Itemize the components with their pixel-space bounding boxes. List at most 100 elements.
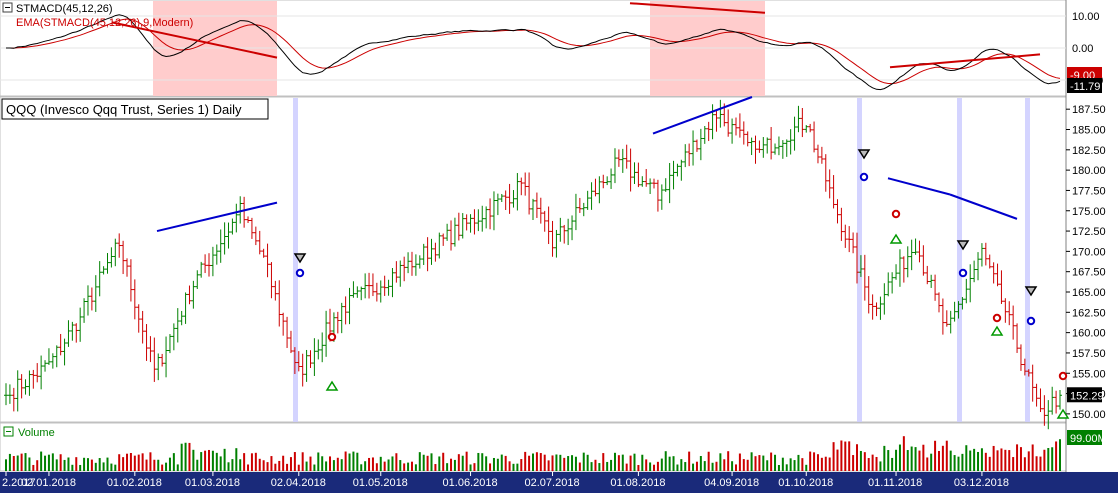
ohlc-bar	[636, 162, 641, 188]
volume-bar	[36, 460, 39, 471]
volume-bar	[832, 442, 835, 471]
volume-bar	[1004, 449, 1007, 471]
ohlc-bar	[983, 242, 988, 266]
ohlc-bar	[944, 310, 949, 327]
stop-circle-icon	[327, 332, 337, 342]
ohlc-bar	[851, 232, 856, 254]
ohlc-bar	[35, 363, 40, 383]
volume-bar	[368, 457, 371, 471]
ohlc-bar	[987, 254, 992, 269]
date-label: 01.02.2018	[107, 477, 162, 489]
volume-bar	[711, 462, 714, 471]
volume-bar	[926, 457, 929, 471]
exit-circle-icon	[1026, 316, 1036, 326]
volume-bar	[453, 459, 456, 471]
volume-bar	[79, 464, 82, 471]
ohlc-bar	[815, 144, 820, 164]
volume-bar	[571, 455, 574, 471]
ohlc-bar	[995, 263, 1000, 287]
ohlc-bar	[706, 121, 711, 142]
ohlc-bar	[1058, 390, 1062, 410]
ohlc-bar	[464, 214, 469, 231]
volume-bar	[55, 459, 58, 471]
buy-signal-icon	[325, 380, 339, 391]
volume-bar	[754, 456, 757, 471]
trendline-2	[887, 177, 951, 196]
volume-bar	[680, 459, 683, 471]
volume-bar	[297, 464, 300, 471]
volume-bar	[871, 454, 874, 471]
ohlc-bar	[741, 121, 746, 145]
date-label: 01.03.2018	[185, 477, 240, 489]
ohlc-bar	[632, 162, 637, 185]
ohlc-bar	[19, 374, 24, 399]
volume-bar	[90, 459, 93, 471]
ohlc-bar	[581, 202, 586, 217]
volume-bar	[992, 445, 995, 471]
ohlc-bar	[125, 258, 130, 277]
ohlc-bar	[573, 193, 578, 231]
volume-bar	[477, 452, 480, 471]
ohlc-bar	[979, 243, 984, 267]
exit-circle-icon	[859, 172, 869, 182]
volume-bar	[305, 461, 308, 471]
ohlc-bar	[148, 336, 153, 363]
volume-bar	[555, 454, 558, 471]
volume-bar	[157, 459, 160, 471]
volume-bar	[1012, 457, 1015, 471]
volume-bar	[153, 459, 156, 471]
ohlc-bar	[890, 272, 895, 294]
volume-bar	[633, 453, 636, 471]
volume-bar	[387, 459, 390, 471]
volume-bar	[395, 453, 398, 471]
ohlc-bar	[324, 310, 329, 357]
volume-bar	[114, 464, 117, 471]
ohlc-bar	[398, 260, 403, 287]
volume-bar	[602, 453, 605, 471]
volume-bar	[1008, 450, 1011, 471]
ohlc-bar	[1026, 369, 1031, 377]
price-tick-label: 185.00	[1072, 125, 1106, 137]
volume-bar	[438, 456, 441, 471]
volume-bar	[977, 451, 980, 471]
volume-bar	[535, 452, 538, 471]
volume-bar	[301, 452, 304, 471]
stop-circle-icon	[891, 209, 901, 219]
ohlc-bar	[683, 144, 688, 168]
price-tick-label: 180.00	[1072, 165, 1106, 177]
volume-bar	[204, 450, 207, 471]
buy-signal-icon	[990, 325, 1004, 336]
ohlc-bar	[222, 222, 227, 255]
ohlc-bar	[999, 270, 1004, 304]
volume-bar	[1027, 451, 1030, 471]
volume-bar	[129, 452, 132, 471]
ohlc-bar	[531, 198, 535, 221]
ohlc-bar	[499, 193, 504, 203]
ohlc-bar	[304, 349, 309, 382]
volume-bar	[1059, 439, 1061, 471]
volume-bar	[16, 455, 19, 471]
volume-bar	[215, 452, 218, 471]
legend-stmacd: STMACD(45,12,26)	[16, 3, 113, 15]
ohlc-bar	[948, 310, 953, 334]
volume-bar	[336, 457, 339, 471]
volume-bar	[606, 461, 609, 471]
volume-bar	[906, 450, 909, 471]
ohlc-bar	[765, 137, 770, 154]
volume-bar	[1035, 456, 1038, 471]
volume-bar	[422, 454, 425, 471]
volume-bar	[44, 455, 47, 471]
volume-bar	[547, 460, 550, 471]
volume-bar	[539, 453, 542, 471]
volume-bar	[969, 450, 972, 471]
ohlc-bar	[546, 206, 551, 245]
exit-circle-icon	[958, 268, 968, 278]
ohlc-bar	[316, 339, 321, 360]
ohlc-bar	[15, 370, 20, 412]
sell-signal-icon	[956, 240, 970, 251]
volume-bar	[352, 451, 355, 471]
ohlc-bar	[570, 215, 575, 241]
ohlc-bar	[1015, 323, 1020, 353]
volume-bar	[196, 459, 199, 471]
